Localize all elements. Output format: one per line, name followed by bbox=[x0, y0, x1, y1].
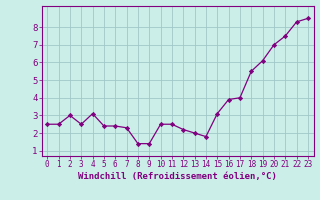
X-axis label: Windchill (Refroidissement éolien,°C): Windchill (Refroidissement éolien,°C) bbox=[78, 172, 277, 181]
